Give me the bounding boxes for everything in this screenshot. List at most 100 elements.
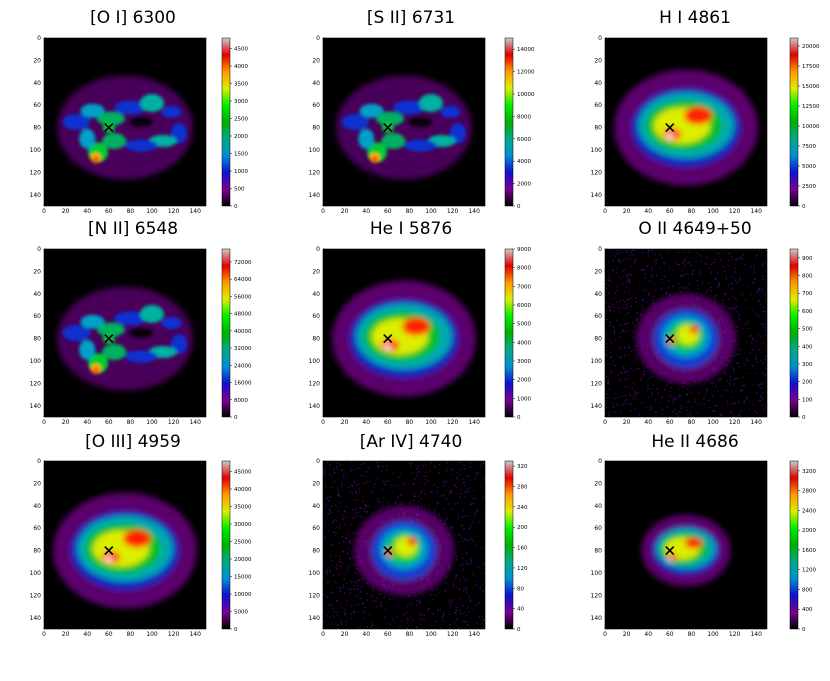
x-tick-label: 20 (341, 208, 349, 215)
noise-speckle (649, 408, 651, 411)
noise-speckle (461, 537, 463, 539)
noise-speckle (338, 542, 340, 544)
noise-speckle (764, 293, 766, 295)
noise-speckle (455, 609, 457, 611)
x-tick-label: 0 (42, 631, 46, 638)
noise-speckle (347, 530, 349, 533)
noise-speckle (477, 566, 479, 568)
noise-speckle (676, 264, 678, 266)
noise-speckle (462, 588, 465, 590)
noise-speckle (633, 325, 636, 328)
noise-speckle (647, 396, 649, 399)
noise-speckle (332, 574, 335, 576)
noise-speckle (482, 478, 484, 480)
noise-speckle (661, 281, 664, 284)
noise-speckle (625, 307, 628, 310)
noise-speckle (606, 355, 608, 357)
noise-speckle (466, 491, 468, 493)
emission-knot (375, 111, 404, 126)
noise-speckle (356, 584, 358, 587)
noise-speckle (474, 514, 476, 517)
noise-speckle (619, 261, 621, 263)
noise-speckle (442, 508, 444, 510)
colorbar-tick-label: 2000 (234, 134, 248, 140)
colorbar-tick-label: 80 (517, 586, 524, 592)
y-tick-label: 60 (312, 525, 320, 532)
colorbar-tick-label: 4000 (517, 340, 531, 346)
noise-speckle (626, 298, 628, 300)
noise-speckle (346, 570, 348, 573)
noise-speckle (614, 292, 616, 294)
noise-speckle (624, 377, 627, 379)
colorbar-tick-label: 160 (517, 546, 528, 552)
noise-speckle (738, 401, 740, 404)
noise-speckle (615, 289, 618, 292)
noise-speckle (760, 351, 763, 353)
noise-speckle (633, 260, 635, 263)
noise-speckle (480, 465, 482, 467)
noise-speckle (333, 531, 335, 534)
emission-map (57, 75, 193, 180)
noise-speckle (460, 468, 462, 471)
noise-speckle (374, 483, 376, 485)
noise-speckle (624, 291, 626, 293)
noise-speckle (762, 262, 764, 265)
noise-speckle (372, 625, 374, 627)
noise-speckle (761, 399, 764, 401)
noise-speckle (620, 355, 622, 358)
noise-speckle (646, 387, 649, 389)
x-tick-label: 20 (623, 419, 631, 426)
noise-speckle (347, 548, 350, 550)
noise-speckle (453, 547, 455, 549)
noise-speckle (730, 308, 732, 310)
noise-speckle (476, 580, 478, 582)
noise-speckle (357, 603, 360, 605)
colorbar-tick-label: 3200 (802, 469, 816, 475)
noise-speckle (762, 278, 765, 281)
noise-speckle (430, 462, 433, 464)
noise-speckle (651, 276, 653, 278)
y-tick-label: 0 (316, 458, 320, 465)
noise-speckle (629, 273, 632, 276)
noise-speckle (446, 467, 449, 469)
noise-speckle (464, 578, 467, 580)
noise-speckle (721, 413, 723, 415)
noise-speckle (714, 294, 717, 297)
x-tick-label: 80 (406, 208, 414, 215)
noise-speckle (653, 296, 655, 298)
noise-speckle (450, 474, 452, 476)
noise-speckle (469, 600, 471, 602)
noise-speckle (325, 571, 327, 573)
noise-speckle (361, 586, 363, 589)
noise-speckle (758, 334, 760, 336)
noise-speckle (377, 626, 379, 629)
noise-speckle (324, 469, 326, 471)
noise-speckle (450, 600, 452, 602)
noise-speckle (629, 278, 631, 281)
noise-speckle (684, 273, 686, 275)
noise-speckle (398, 476, 400, 479)
noise-speckle (611, 401, 614, 404)
noise-speckle (456, 559, 458, 561)
colorbar-tick-label: 100 (802, 397, 813, 403)
heatmap-panel: 0 20 40 60 80 100 120 1400204060801001201400800… (30, 246, 252, 426)
panel-title: He I 5876 (369, 219, 453, 239)
noise-speckle (481, 547, 483, 549)
y-tick-label: 0 (598, 35, 602, 42)
noise-speckle (344, 610, 346, 612)
noise-speckle (463, 620, 465, 623)
noise-speckle (436, 505, 438, 507)
colorbar-tick-label: 7000 (517, 284, 531, 290)
noise-speckle (357, 532, 359, 534)
noise-speckle (326, 596, 328, 598)
colorbar-tick-label: 4000 (234, 64, 248, 70)
colorbar-tick-label: 500 (234, 187, 245, 193)
noise-speckle (331, 522, 333, 524)
noise-speckle (619, 300, 621, 302)
noise-speckle (651, 269, 653, 272)
noise-speckle (472, 502, 474, 505)
x-tick-label: 60 (105, 631, 113, 638)
noise-speckle (758, 349, 761, 351)
noise-speckle (765, 406, 767, 408)
